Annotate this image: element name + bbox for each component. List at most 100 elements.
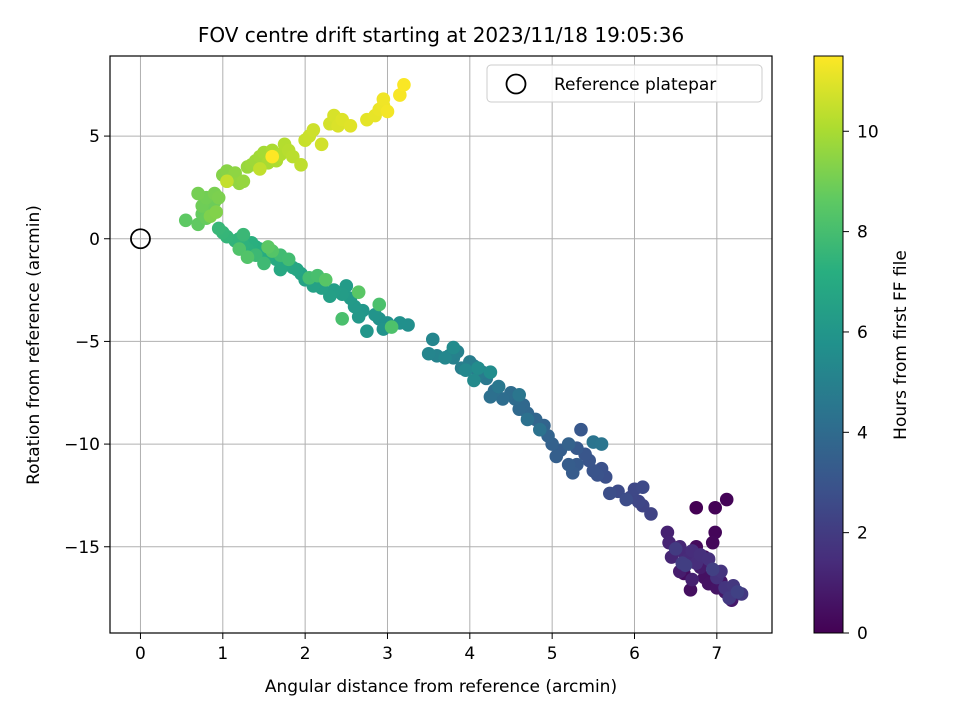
data-point [594,437,609,451]
data-point [240,250,255,265]
data-point [253,162,267,176]
data-point [273,262,288,277]
data-point [281,252,296,267]
x-tick-label: 3 [382,644,393,664]
data-point [708,500,722,515]
data-point [209,205,224,219]
legend-box [486,64,763,103]
data-point [619,492,634,507]
x-axis-label: Angular distance from reference (arcmin) [265,677,617,697]
data-point [178,213,193,228]
data-point [512,402,527,416]
data-point [467,373,481,388]
colorbar-tick-label: 2 [857,524,868,544]
data-point [318,273,333,287]
data-point [730,585,745,599]
data-point [220,174,234,189]
data-point [380,104,395,119]
chart-title: FOV centre drift starting at 2023/11/18 … [198,23,684,47]
x-tick-label: 5 [547,644,558,664]
x-tick-label: 1 [217,644,228,664]
data-point [719,492,734,507]
colorbar-ticks: 0 2 4 6 8 10 [843,122,879,644]
data-point [261,240,275,254]
data-point [549,449,564,464]
data-point [232,242,247,256]
data-point [335,312,349,326]
data-point [561,437,576,451]
data-point [372,297,387,312]
data-point [520,412,535,427]
data-point [689,500,704,515]
data-point [265,149,280,164]
data-point [660,525,675,540]
data-point [635,480,650,495]
legend-marker-icon [505,73,527,95]
data-point [323,289,337,304]
data-point [586,463,601,478]
data-point [483,390,498,404]
data-point [446,340,461,355]
y-tick-label: −10 [64,435,100,455]
x-tick-label: 2 [300,644,311,664]
colorbar-label: Hours from first FF file [891,250,911,440]
data-point [533,422,547,437]
data-point [285,149,300,164]
data-point [236,227,251,242]
colorbar-tick-label: 0 [857,624,868,644]
y-tick-label: 0 [89,230,100,250]
data-point [495,392,510,406]
data-point [685,572,699,587]
data-point [343,119,358,133]
y-tick-label: −15 [64,538,100,558]
data-point [421,346,436,361]
data-point [644,507,658,521]
data-point [294,158,308,172]
data-point [368,307,382,322]
data-point [351,285,366,299]
data-point [471,361,485,375]
axis-ticks: 0 1 2 3 4 5 6 7 −15 −10 −5 0 5 [64,127,722,664]
y-axis-label: Rotation from reference (arcmin) [24,205,44,485]
data-point [376,92,391,106]
data-point [211,190,226,205]
data-point [491,379,506,394]
data-point [701,552,716,566]
data-point [351,309,366,324]
colorbar-tick-label: 8 [857,223,868,243]
x-tick-label: 7 [711,644,722,664]
plot-frame [109,55,773,634]
colorbar-tick-label: 6 [857,323,868,343]
data-point [678,558,693,573]
data-point [683,583,698,597]
colorbar-tick-label: 4 [857,423,868,443]
data-point [191,186,205,201]
colorbar-tick-label: 10 [857,122,879,142]
data-point [384,320,399,334]
data-point [512,388,527,402]
data-point [574,422,588,437]
colorbar-gradient [813,55,844,634]
data-point [393,88,407,102]
data-point [228,166,242,180]
data-point [306,123,321,137]
data-point [668,542,683,556]
data-point [211,221,226,236]
data-point [257,256,271,271]
x-tick-label: 4 [464,644,475,664]
data-point [602,486,617,501]
data-point [705,535,720,550]
y-tick-label: −5 [75,332,100,352]
reference-platepar-marker [130,228,151,250]
legend: Reference platepar [486,64,763,103]
data-point [483,365,498,380]
data-point [360,324,374,338]
data-point [708,525,722,540]
data-point [236,174,251,189]
data-point [425,332,440,347]
data-point [397,77,411,92]
y-tick-label: 5 [89,127,100,147]
data-point [705,562,720,577]
data-point [314,137,329,152]
